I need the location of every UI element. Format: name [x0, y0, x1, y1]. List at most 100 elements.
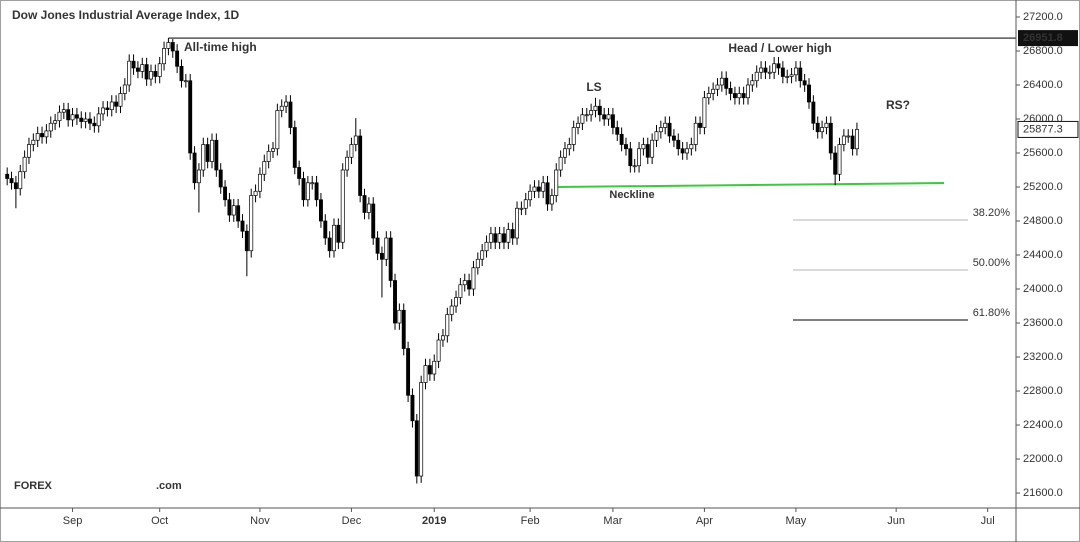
candle-body	[175, 50, 180, 67]
candle-body	[454, 297, 458, 307]
candle-body	[693, 122, 698, 145]
candle-body	[558, 156, 563, 171]
candle-body	[624, 144, 628, 150]
candle-body	[48, 122, 53, 132]
candle-body	[384, 237, 389, 260]
candle-body	[279, 105, 284, 111]
candle-body	[157, 63, 162, 77]
candle-body	[358, 135, 363, 196]
candle-body	[528, 190, 533, 201]
candle-body	[645, 144, 650, 158]
candle-body	[807, 84, 811, 103]
candle-body	[706, 93, 711, 99]
candle-body	[467, 280, 472, 290]
candle-body	[671, 135, 676, 141]
annotation: RS?	[886, 98, 910, 112]
candle-body	[345, 156, 350, 171]
candle-body	[497, 233, 502, 243]
candle-body	[140, 64, 145, 72]
candle-body	[31, 139, 36, 145]
candle-body	[406, 348, 411, 396]
candle-body	[824, 122, 829, 128]
chart-title: Dow Jones Industrial Average Index, 1D	[12, 8, 240, 22]
candle-body	[153, 71, 158, 77]
candle-body	[793, 67, 798, 76]
candle-body	[101, 107, 105, 115]
candle-body	[114, 101, 119, 107]
candle-body	[515, 207, 519, 239]
candle-body	[741, 93, 746, 99]
candle-body	[685, 148, 689, 154]
y-tick-label: 21600.0	[1023, 487, 1063, 499]
ath-price-box	[1018, 30, 1078, 47]
x-tick-label: Nov	[250, 515, 270, 527]
candle-body	[66, 109, 71, 121]
x-tick-label: Feb	[521, 515, 540, 527]
candle-body	[188, 80, 193, 154]
y-tick-label: 22000.0	[1023, 453, 1063, 465]
candle-body	[650, 139, 655, 158]
x-tick-label: Oct	[151, 515, 168, 527]
candle-body	[593, 105, 598, 111]
candle-body	[580, 114, 585, 124]
candle-body	[284, 101, 289, 107]
x-tick-label: Jun	[887, 515, 905, 527]
candle-body	[375, 237, 380, 254]
y-tick-label: 26400.0	[1023, 79, 1063, 91]
candle-body	[637, 148, 642, 167]
candle-body	[96, 113, 101, 127]
candle-body	[74, 114, 79, 119]
candle-body	[22, 156, 27, 173]
candle-body	[79, 117, 84, 122]
candle-body	[811, 101, 816, 124]
candle-body	[318, 199, 323, 222]
y-tick-label: 22800.0	[1023, 385, 1063, 397]
y-tick-label: 25600.0	[1023, 147, 1063, 159]
candle-body	[244, 230, 249, 252]
candle-body	[227, 199, 232, 216]
candle-body	[236, 205, 241, 222]
candle-body	[414, 420, 419, 477]
candle-body	[680, 148, 685, 154]
candle-body	[549, 195, 554, 205]
candle-body	[196, 169, 201, 184]
logo-suffix: .com	[156, 480, 182, 492]
candle-body	[772, 63, 777, 73]
candle-body	[667, 122, 672, 137]
candle-body	[214, 139, 219, 171]
candle-body	[676, 139, 681, 150]
candle-body	[40, 133, 44, 138]
candle-body	[240, 220, 245, 232]
candle-body	[471, 267, 476, 290]
candle-body	[798, 67, 803, 82]
x-tick-label: Dec	[342, 515, 362, 527]
candle-body	[127, 60, 132, 86]
candle-body	[301, 178, 306, 201]
last-price-label: 25877.3	[1023, 123, 1063, 135]
candle-body	[441, 335, 445, 341]
candle-body	[488, 233, 493, 243]
candle-body	[292, 127, 297, 168]
candle-body	[397, 309, 402, 324]
candle-body	[366, 203, 371, 213]
candle-body	[833, 152, 838, 175]
candle-body	[401, 309, 406, 349]
candle-body	[162, 48, 167, 65]
candle-body	[484, 241, 489, 252]
x-tick-label: Sep	[63, 515, 83, 527]
candle-body	[846, 135, 851, 138]
y-tick-label: 23600.0	[1023, 317, 1063, 329]
candle-body	[349, 144, 354, 158]
candle-body	[436, 339, 441, 362]
candle-body	[563, 148, 567, 158]
candle-body	[480, 250, 485, 260]
y-tick-label: 26800.0	[1023, 45, 1063, 57]
x-tick-label: 2019	[422, 515, 446, 527]
candle-body	[728, 88, 733, 94]
candle-body	[88, 118, 92, 124]
candle-body	[109, 101, 114, 110]
neckline	[556, 182, 945, 189]
y-tick-label: 25200.0	[1023, 181, 1063, 193]
candle-body	[288, 101, 293, 128]
candle-body	[536, 186, 541, 192]
